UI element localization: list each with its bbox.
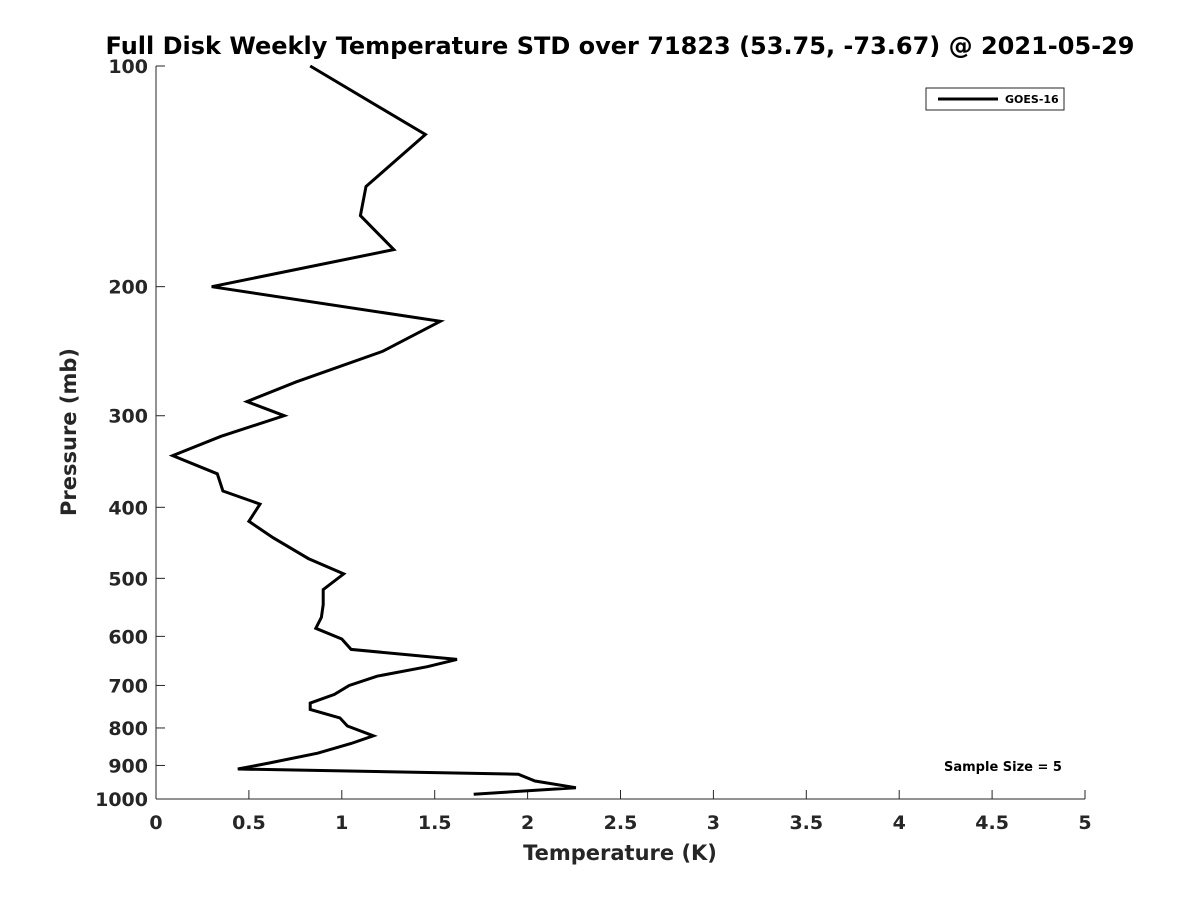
x-tick-label: 1.5 bbox=[418, 812, 452, 834]
y-tick-label: 500 bbox=[108, 568, 148, 590]
x-tick-label: 0.5 bbox=[232, 812, 266, 834]
y-tick-label: 100 bbox=[108, 56, 148, 78]
x-tick-label: 3 bbox=[707, 812, 720, 834]
y-axis-ticks: 100 200 300 400 500 600 700 800 900 1000 bbox=[95, 56, 165, 811]
y-tick-label: 300 bbox=[108, 406, 148, 428]
sample-size-annotation: Sample Size = 5 bbox=[944, 760, 1062, 775]
y-axis-label: Pressure (mb) bbox=[57, 348, 81, 516]
x-tick-label: 4 bbox=[893, 812, 906, 834]
y-tick-label: 900 bbox=[108, 755, 148, 777]
x-axis-ticks: 0 0.5 1 1.5 2 2.5 3 3.5 4 4.5 5 bbox=[149, 790, 1092, 834]
y-tick-label: 400 bbox=[108, 497, 148, 519]
x-tick-label: 2 bbox=[521, 812, 534, 834]
x-axis-label: Temperature (K) bbox=[523, 841, 717, 865]
y-tick-label: 1000 bbox=[95, 789, 148, 811]
legend-entry-goes-16: GOES-16 bbox=[1005, 93, 1059, 106]
y-tick-label: 600 bbox=[108, 626, 148, 648]
x-tick-label: 1 bbox=[335, 812, 348, 834]
x-tick-label: 4.5 bbox=[975, 812, 1009, 834]
series-line-goes-16 bbox=[168, 64, 577, 796]
x-tick-label: 3.5 bbox=[789, 812, 823, 834]
legend: GOES-16 bbox=[925, 87, 1065, 111]
plot-area bbox=[156, 66, 1085, 799]
x-tick-label: 5 bbox=[1078, 812, 1091, 834]
chart-title: Full Disk Weekly Temperature STD over 71… bbox=[106, 32, 1135, 60]
x-tick-label: 0 bbox=[149, 812, 162, 834]
y-tick-label: 200 bbox=[108, 277, 148, 299]
series-layer bbox=[168, 64, 577, 796]
x-tick-label: 2.5 bbox=[604, 812, 638, 834]
y-tick-label: 800 bbox=[108, 718, 148, 740]
y-tick-label: 700 bbox=[108, 675, 148, 697]
